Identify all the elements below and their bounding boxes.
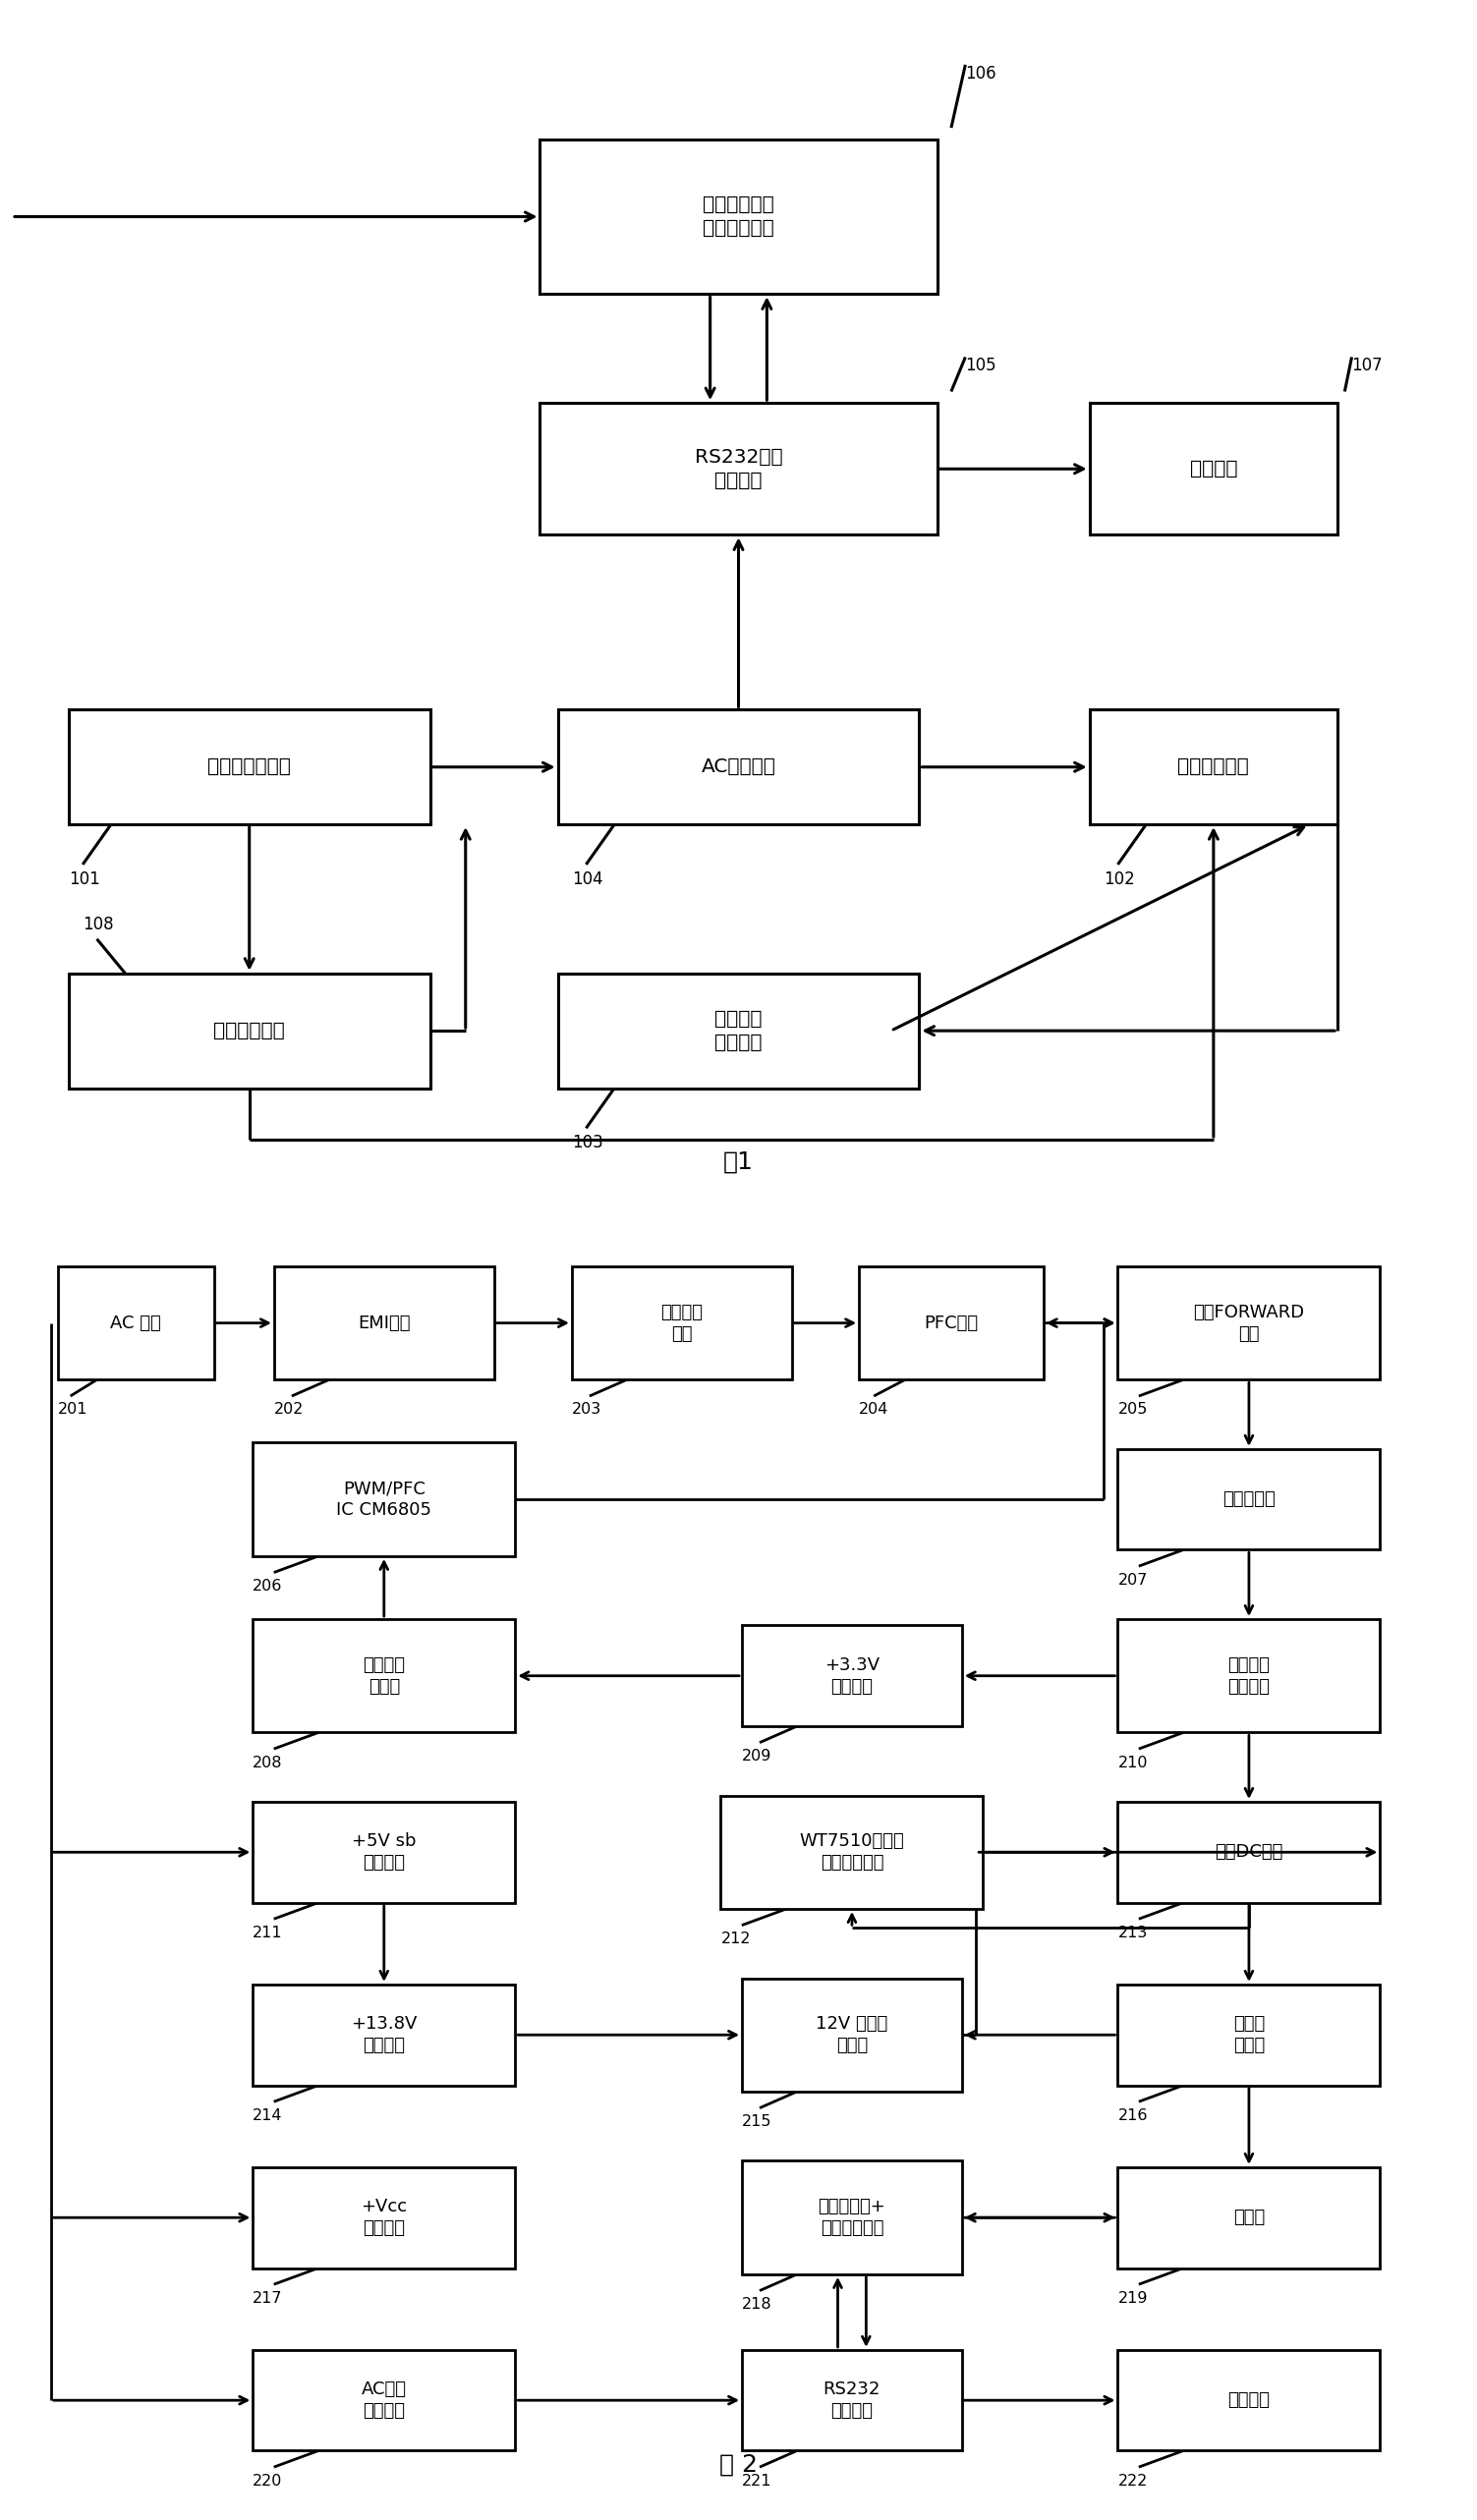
FancyBboxPatch shape <box>253 1441 515 1555</box>
Text: 计算机电源电路: 计算机电源电路 <box>208 759 291 776</box>
Text: 整流滤波
电路: 整流滤波 电路 <box>660 1303 703 1343</box>
Text: 102: 102 <box>1103 869 1134 887</box>
FancyBboxPatch shape <box>1118 2349 1380 2449</box>
Text: 多路DC输出: 多路DC输出 <box>1216 1842 1284 1862</box>
FancyBboxPatch shape <box>253 2349 515 2449</box>
FancyBboxPatch shape <box>68 973 430 1089</box>
FancyBboxPatch shape <box>541 139 936 295</box>
FancyBboxPatch shape <box>253 1802 515 1903</box>
FancyBboxPatch shape <box>860 1265 1043 1381</box>
FancyBboxPatch shape <box>558 973 919 1089</box>
Text: 221: 221 <box>741 2475 772 2487</box>
Text: 211: 211 <box>253 1925 284 1940</box>
FancyBboxPatch shape <box>1090 403 1338 534</box>
Text: 217: 217 <box>253 2291 282 2306</box>
Text: 205: 205 <box>1118 1401 1148 1416</box>
Text: 103: 103 <box>572 1134 603 1152</box>
FancyBboxPatch shape <box>741 2160 962 2273</box>
Text: 蜂鸣器: 蜂鸣器 <box>1233 2208 1264 2228</box>
Text: AC 输入: AC 输入 <box>111 1313 161 1333</box>
FancyBboxPatch shape <box>275 1265 493 1381</box>
Text: 208: 208 <box>253 1754 282 1769</box>
FancyBboxPatch shape <box>253 1618 515 1734</box>
FancyBboxPatch shape <box>1118 1618 1380 1734</box>
Text: 计算机主机+
断电处理模块: 计算机主机+ 断电处理模块 <box>818 2197 886 2238</box>
Text: 216: 216 <box>1118 2107 1148 2122</box>
Text: AC检测电路: AC检测电路 <box>702 759 775 776</box>
FancyBboxPatch shape <box>572 1265 792 1381</box>
Text: RS232通讯
接口电路: RS232通讯 接口电路 <box>694 449 783 489</box>
Text: 逆变升
压电路: 逆变升 压电路 <box>1233 2016 1264 2054</box>
FancyBboxPatch shape <box>1118 2167 1380 2268</box>
Text: 直流逆变
升压电路: 直流逆变 升压电路 <box>715 1011 762 1051</box>
Text: PFC电路: PFC电路 <box>925 1313 978 1333</box>
FancyBboxPatch shape <box>1118 1986 1380 2084</box>
FancyBboxPatch shape <box>1090 711 1338 824</box>
Text: 207: 207 <box>1118 1572 1148 1588</box>
Text: 219: 219 <box>1118 2291 1148 2306</box>
Text: 关机电路: 关机电路 <box>1227 2391 1270 2409</box>
Text: +5V sb
产生电路: +5V sb 产生电路 <box>352 1832 417 1872</box>
Text: 12V 免维护
蓄电池: 12V 免维护 蓄电池 <box>815 2016 888 2054</box>
Text: 104: 104 <box>572 869 603 887</box>
Text: 214: 214 <box>253 2107 282 2122</box>
FancyBboxPatch shape <box>58 1265 214 1381</box>
FancyBboxPatch shape <box>541 403 936 534</box>
Text: 210: 210 <box>1118 1754 1148 1769</box>
Text: 220: 220 <box>253 2475 282 2487</box>
FancyBboxPatch shape <box>741 2349 962 2449</box>
Text: 209: 209 <box>741 1749 772 1764</box>
Text: 202: 202 <box>275 1401 304 1416</box>
Text: 215: 215 <box>741 2114 772 2129</box>
Text: 免维护蓄电池: 免维护蓄电池 <box>1177 759 1250 776</box>
Text: 双晶FORWARD
电路: 双晶FORWARD 电路 <box>1193 1303 1304 1343</box>
Text: 218: 218 <box>741 2298 772 2311</box>
FancyBboxPatch shape <box>558 711 919 824</box>
Text: 计算机主机＋
断电处理模块: 计算机主机＋ 断电处理模块 <box>703 197 774 237</box>
Text: 图1: 图1 <box>724 1152 753 1174</box>
Text: 212: 212 <box>721 1930 750 1945</box>
Text: PWM/PFC
IC CM6805: PWM/PFC IC CM6805 <box>337 1479 431 1520</box>
Text: RS232
接口电路: RS232 接口电路 <box>823 2381 880 2419</box>
Text: 充电控制电路: 充电控制电路 <box>214 1021 285 1041</box>
Text: +3.3V
产生电路: +3.3V 产生电路 <box>824 1656 879 1696</box>
Text: WT7510回受控
制及保护电路: WT7510回受控 制及保护电路 <box>799 1832 904 1872</box>
Text: 回受隔离
及控制: 回受隔离 及控制 <box>363 1656 405 1696</box>
Text: 203: 203 <box>572 1401 601 1416</box>
Text: 213: 213 <box>1118 1925 1148 1940</box>
Text: 204: 204 <box>860 1401 889 1416</box>
FancyBboxPatch shape <box>721 1794 984 1910</box>
Text: 输出整流
滤波电路: 输出整流 滤波电路 <box>1227 1656 1270 1696</box>
Text: 高频变压器: 高频变压器 <box>1223 1489 1275 1509</box>
Text: AC断电
检测电路: AC断电 检测电路 <box>362 2381 406 2419</box>
FancyBboxPatch shape <box>741 1625 962 1726</box>
FancyBboxPatch shape <box>1118 1802 1380 1903</box>
Text: +Vcc
产生电路: +Vcc 产生电路 <box>360 2197 408 2238</box>
FancyBboxPatch shape <box>253 2167 515 2268</box>
FancyBboxPatch shape <box>1118 1265 1380 1381</box>
FancyBboxPatch shape <box>1118 1449 1380 1550</box>
FancyBboxPatch shape <box>253 1986 515 2084</box>
Text: +13.8V
充电电路: +13.8V 充电电路 <box>352 2016 417 2054</box>
Text: 201: 201 <box>58 1401 87 1416</box>
Text: 108: 108 <box>83 915 114 932</box>
Text: 206: 206 <box>253 1578 282 1593</box>
Text: 101: 101 <box>68 869 100 887</box>
Text: EMI电路: EMI电路 <box>357 1313 411 1333</box>
Text: 关机电路: 关机电路 <box>1189 459 1238 479</box>
FancyBboxPatch shape <box>741 1978 962 2092</box>
FancyBboxPatch shape <box>68 711 430 824</box>
Text: 222: 222 <box>1118 2475 1148 2487</box>
Text: 107: 107 <box>1351 358 1382 375</box>
Text: 106: 106 <box>966 66 997 83</box>
Text: 105: 105 <box>966 358 997 375</box>
Text: 图 2: 图 2 <box>719 2452 758 2475</box>
